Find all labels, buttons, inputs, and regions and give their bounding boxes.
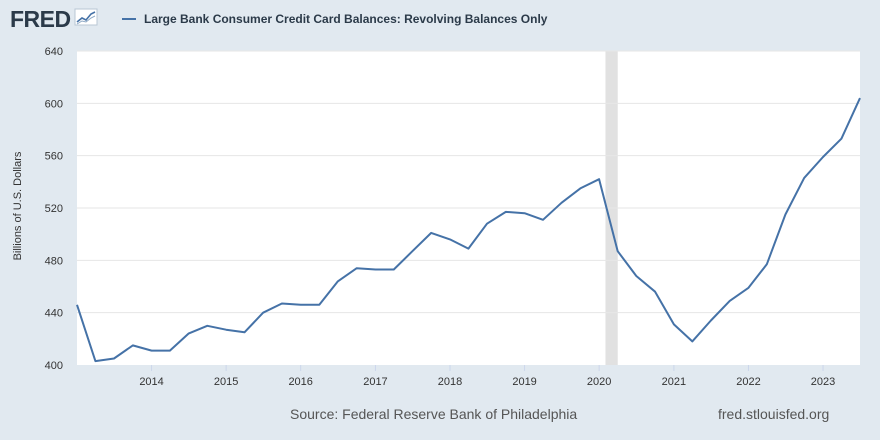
x-tick-label: 2022 <box>736 376 760 388</box>
x-tick-label: 2023 <box>811 376 835 388</box>
x-tick-label: 2021 <box>662 376 686 388</box>
x-tick-label: 2019 <box>512 376 536 388</box>
x-tick-label: 2018 <box>438 376 462 388</box>
fred-logo[interactable]: FRED <box>10 6 98 33</box>
x-tick-label: 2015 <box>214 376 238 388</box>
y-tick-label: 520 <box>45 203 63 215</box>
y-tick-label: 640 <box>45 46 63 58</box>
fred-graph-icon <box>74 7 98 32</box>
y-tick-label: 480 <box>45 255 63 267</box>
y-tick-label: 400 <box>45 360 63 372</box>
series-line <box>76 97 861 363</box>
x-tick-label: 2020 <box>587 376 611 388</box>
legend-series-title: Large Bank Consumer Credit Card Balances… <box>144 12 548 26</box>
fred-logo-text: FRED <box>10 6 71 32</box>
y-tick-label: 560 <box>45 151 63 163</box>
fred-credit-link[interactable]: fred.stlouisfed.org <box>718 406 830 422</box>
legend-line-swatch <box>122 18 136 20</box>
x-tick-label: 2014 <box>139 376 163 388</box>
chart-legend: Large Bank Consumer Credit Card Balances… <box>122 12 547 26</box>
y-tick-label: 440 <box>45 308 63 320</box>
y-tick-label: 600 <box>45 98 63 110</box>
x-tick-label: 2017 <box>363 376 387 388</box>
source-note: Source: Federal Reserve Bank of Philadel… <box>290 406 578 422</box>
x-tick-label: 2016 <box>288 376 312 388</box>
